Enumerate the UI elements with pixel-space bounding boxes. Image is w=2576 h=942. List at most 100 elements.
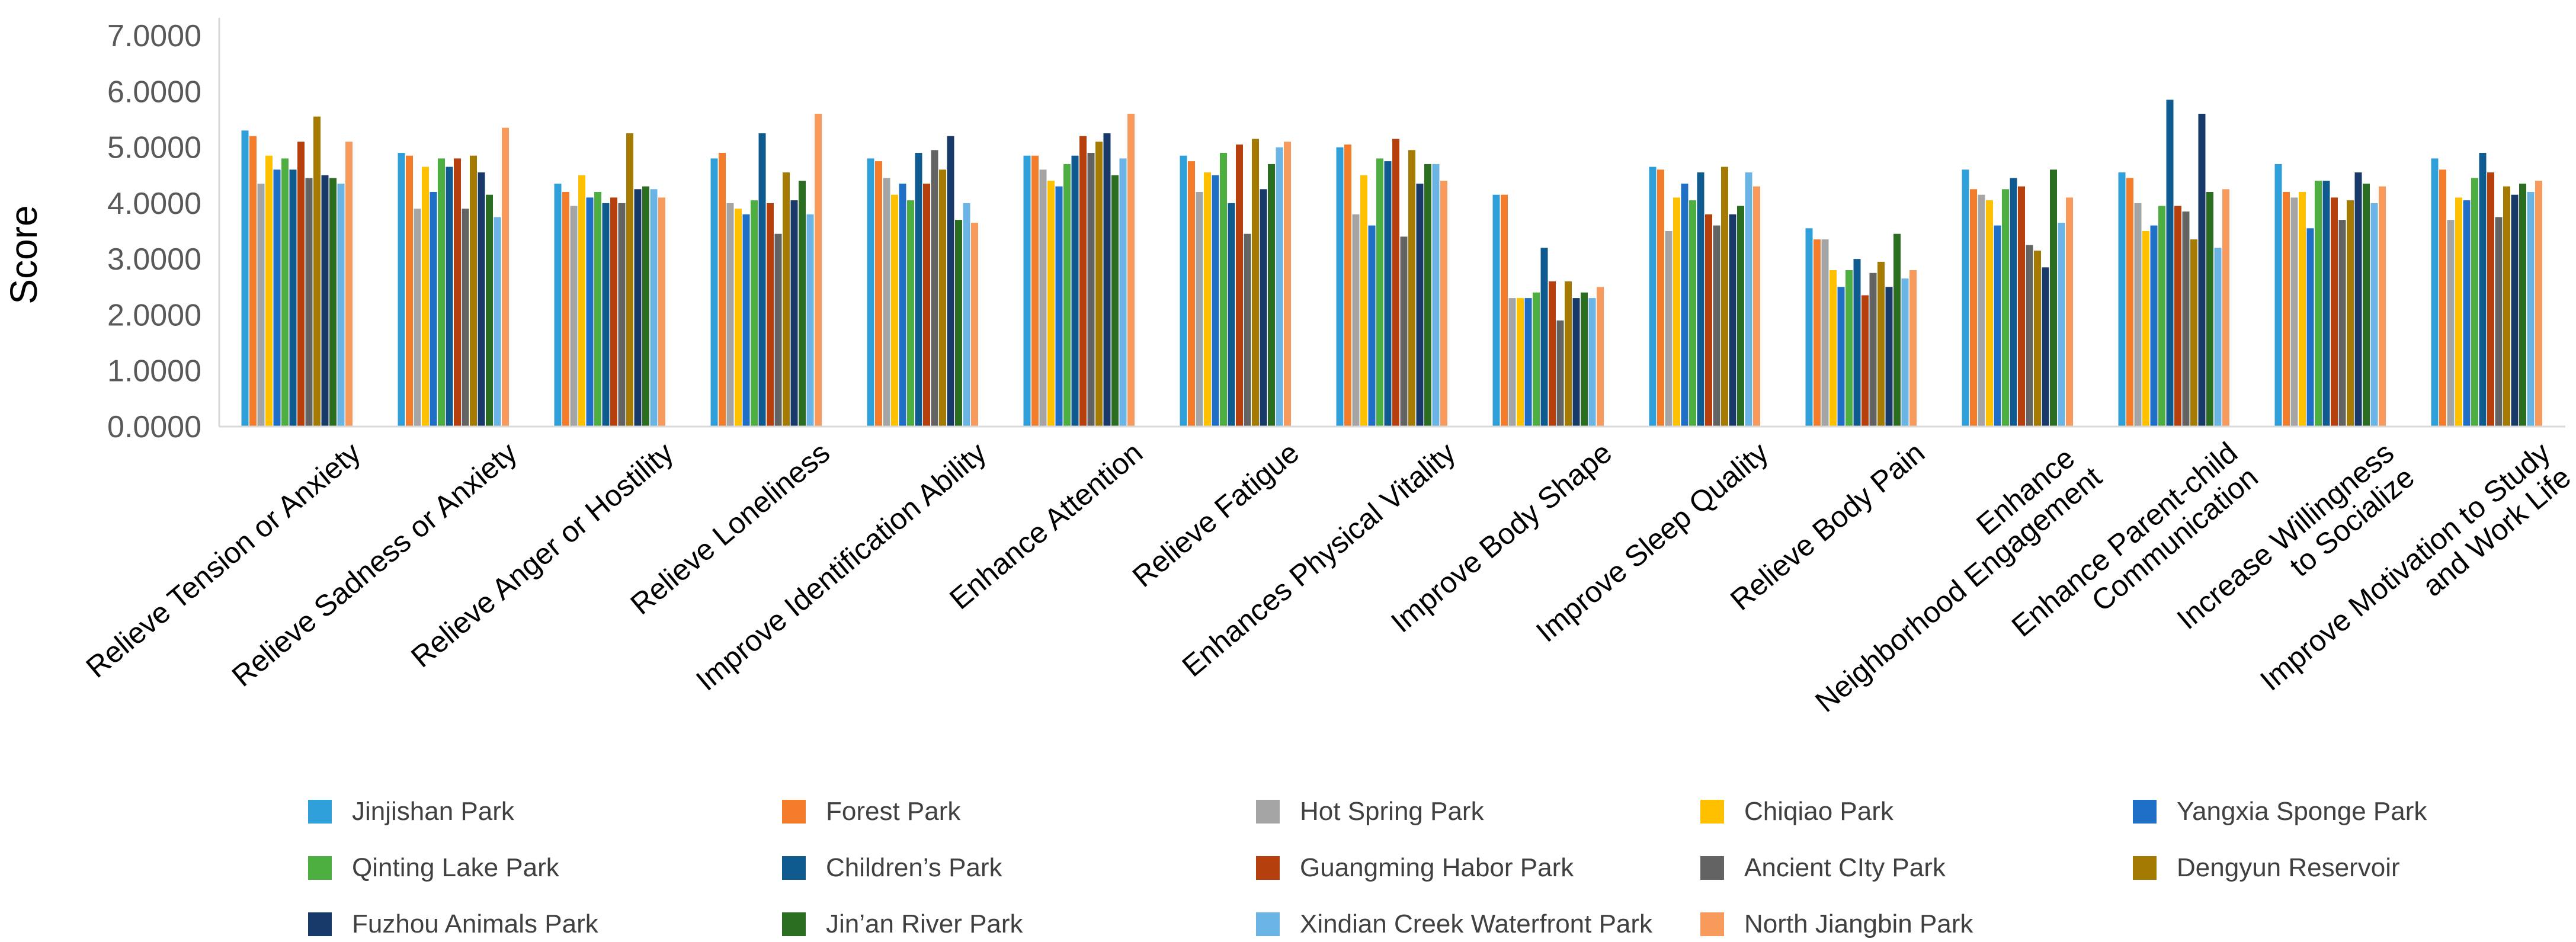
bar xyxy=(1220,153,1227,427)
bar xyxy=(899,183,906,427)
legend-label: Qinting Lake Park xyxy=(352,853,559,882)
legend-label: Guangming Habor Park xyxy=(1300,853,1574,882)
bar xyxy=(883,178,890,427)
bar xyxy=(758,133,766,427)
legend-item: Jinjishan Park xyxy=(308,794,514,829)
legend-item: Xindian Creek Waterfront Park xyxy=(1256,906,1652,942)
x-tick-label: Relieve Fatigue xyxy=(1126,436,1305,594)
legend-swatch xyxy=(308,912,332,936)
bar xyxy=(2306,228,2314,427)
bar xyxy=(1540,248,1548,427)
bar xyxy=(1408,150,1415,427)
y-axis-ticks: 0.0000 1.0000 2.0000 3.0000 4.0000 5.0000 6.00… xyxy=(107,19,201,444)
bar xyxy=(642,186,649,427)
bar xyxy=(2050,169,2057,427)
bar xyxy=(478,172,485,427)
bar xyxy=(2066,197,2073,427)
bar xyxy=(273,169,281,427)
bar xyxy=(297,142,305,427)
y-tick-label: 6.0000 xyxy=(107,75,201,109)
bar xyxy=(634,189,642,427)
legend-item: Yangxia Sponge Park xyxy=(2133,794,2427,829)
bar xyxy=(570,206,578,427)
bar xyxy=(241,130,249,427)
bar xyxy=(774,233,782,427)
bar xyxy=(947,136,954,427)
bar xyxy=(289,169,297,427)
bar xyxy=(1111,175,1119,427)
legend-swatch xyxy=(782,800,806,824)
bar xyxy=(281,158,289,427)
legend-item: North Jiangbin Park xyxy=(1700,906,1973,942)
bar xyxy=(1424,164,1431,427)
bar xyxy=(414,209,421,427)
bar xyxy=(2331,197,2338,427)
bar xyxy=(2347,200,2354,427)
legend-swatch xyxy=(782,912,806,936)
bar xyxy=(1745,172,1752,427)
bar xyxy=(2519,183,2526,427)
bar xyxy=(406,155,413,427)
bar xyxy=(2018,186,2025,427)
bar xyxy=(2042,267,2049,427)
legend-item: Children’s Park xyxy=(782,850,1002,886)
bar xyxy=(1244,233,1251,427)
bar xyxy=(1572,298,1580,427)
bar xyxy=(422,166,429,427)
bar xyxy=(1524,298,1532,427)
bar xyxy=(1087,153,1095,427)
bar xyxy=(1039,169,1047,427)
bar xyxy=(1657,169,1664,427)
bar xyxy=(1268,164,1275,427)
bar xyxy=(2274,164,2282,427)
bar xyxy=(1063,164,1071,427)
bar xyxy=(783,172,790,427)
bar xyxy=(1597,287,1604,427)
bar xyxy=(875,161,882,427)
legend-item: Qinting Lake Park xyxy=(308,850,559,886)
bar xyxy=(626,133,633,427)
bar xyxy=(2190,239,2197,427)
bar xyxy=(594,192,601,427)
bar xyxy=(1909,270,1917,427)
bar xyxy=(1284,142,1291,427)
bar xyxy=(1492,194,1500,427)
legend-swatch xyxy=(1700,856,1724,880)
bar xyxy=(2511,194,2519,427)
bar xyxy=(2142,231,2149,427)
bar xyxy=(1986,200,1993,427)
legend-swatch xyxy=(2133,800,2157,824)
bar xyxy=(1649,166,1657,427)
bar xyxy=(2354,172,2362,427)
bar xyxy=(1821,239,1829,427)
legend-label: Children’s Park xyxy=(826,853,1002,882)
bar xyxy=(971,222,978,427)
bar xyxy=(1212,175,1219,427)
bar xyxy=(578,175,585,427)
bar xyxy=(1853,259,1861,427)
legend-label: Yangxia Sponge Park xyxy=(2177,797,2427,826)
bar xyxy=(1204,172,1211,427)
bar xyxy=(1830,270,1837,427)
bar xyxy=(1729,214,1736,427)
bar xyxy=(907,200,914,427)
y-tick-label: 3.0000 xyxy=(107,242,201,277)
bar xyxy=(2182,212,2190,427)
x-tick-label: Enhances Physical Vitality xyxy=(1176,436,1462,683)
bar xyxy=(2222,189,2229,427)
bar xyxy=(2166,100,2174,427)
bar xyxy=(1055,186,1063,427)
bar xyxy=(1400,236,1408,427)
bar xyxy=(486,194,493,427)
legend-item: Forest Park xyxy=(782,794,960,829)
bar xyxy=(1962,169,1969,427)
bar xyxy=(586,197,594,427)
bar xyxy=(1260,189,1267,427)
bar xyxy=(2299,192,2306,427)
bar xyxy=(1713,225,1720,427)
bar xyxy=(891,194,898,427)
legend-label: Jinjishan Park xyxy=(352,797,514,826)
bar xyxy=(650,189,658,427)
bar xyxy=(305,178,313,427)
